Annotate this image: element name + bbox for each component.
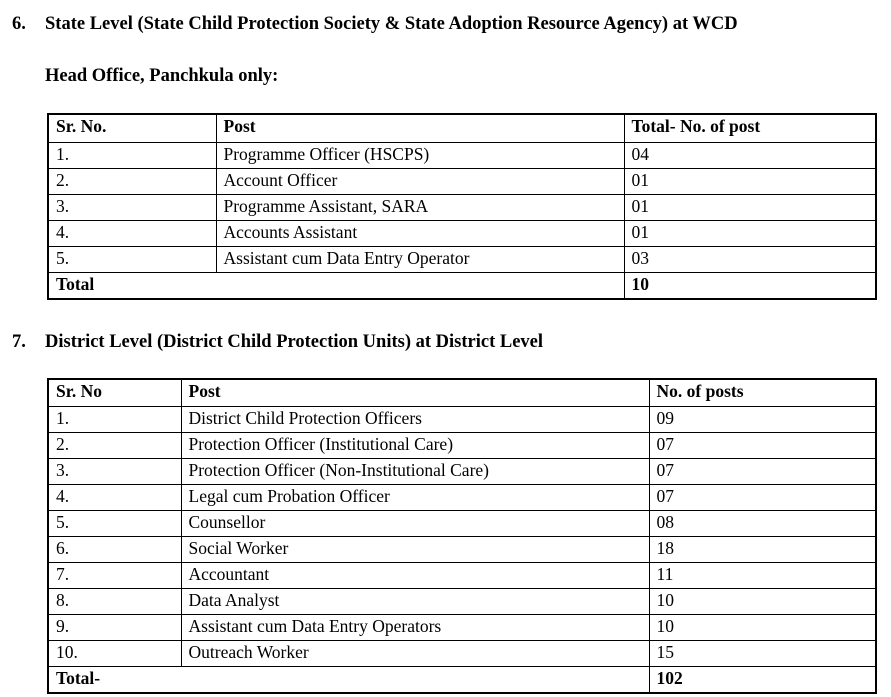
sr-no-cell: 4. xyxy=(47,219,217,247)
section-6-number: 6. xyxy=(12,14,26,34)
table-row: 8. Data Analyst 10 xyxy=(47,588,877,615)
sr-no-cell: 5. xyxy=(47,245,217,273)
sr-no-cell: 8. xyxy=(47,588,182,615)
post-cell: Programme Officer (HSCPS) xyxy=(215,141,625,169)
count-cell: 18 xyxy=(648,536,877,563)
post-cell: Protection Officer (Institutional Care) xyxy=(180,432,650,459)
post-cell: Legal cum Probation Officer xyxy=(180,484,650,511)
post-cell: Programme Assistant, SARA xyxy=(215,193,625,221)
count-cell: 07 xyxy=(648,484,877,511)
post-cell: Outreach Worker xyxy=(180,640,650,667)
count-cell: 01 xyxy=(623,167,877,195)
section-6-heading-text: State Level (State Child Protection Soci… xyxy=(45,14,738,34)
sr-no-cell: 2. xyxy=(47,432,182,459)
count-cell: 01 xyxy=(623,193,877,221)
section-6-heading-line2: Head Office, Panchkula only: xyxy=(0,64,891,88)
sr-no-cell: 1. xyxy=(47,141,217,169)
post-cell: Assistant cum Data Entry Operators xyxy=(180,614,650,641)
header-no-of-posts: No. of posts xyxy=(648,378,877,407)
post-cell: Counsellor xyxy=(180,510,650,537)
count-cell: 07 xyxy=(648,432,877,459)
post-cell: Protection Officer (Non-Institutional Ca… xyxy=(180,458,650,485)
section-7-heading-text: District Level (District Child Protectio… xyxy=(45,331,544,352)
sr-no-cell: 3. xyxy=(47,458,182,485)
count-cell: 01 xyxy=(623,219,877,247)
table-row: 3. Programme Assistant, SARA 01 xyxy=(47,193,877,221)
table-row: 10. Outreach Worker 15 xyxy=(47,640,877,667)
total-row: Total- 102 xyxy=(47,666,877,694)
post-cell: District Child Protection Officers xyxy=(180,406,650,433)
sr-no-cell: 5. xyxy=(47,510,182,537)
section-7-heading: 7. District Level (District Child Protec… xyxy=(0,330,891,354)
table-row: 3. Protection Officer (Non-Institutional… xyxy=(47,458,877,485)
section-7-number: 7. xyxy=(12,331,26,352)
header-post: Post xyxy=(180,378,650,407)
header-sr-no: Sr. No. xyxy=(47,113,217,143)
table-row: 5. Assistant cum Data Entry Operator 03 xyxy=(47,245,877,273)
sr-no-cell: 7. xyxy=(47,562,182,589)
count-cell: 03 xyxy=(623,245,877,273)
table-header-row: Sr. No. Post Total- No. of post xyxy=(47,113,877,143)
post-cell: Assistant cum Data Entry Operator xyxy=(215,245,625,273)
header-post: Post xyxy=(215,113,625,143)
state-level-posts-table: Sr. No. Post Total- No. of post 1. Progr… xyxy=(47,113,877,300)
total-value-cell: 102 xyxy=(648,666,877,694)
count-cell: 10 xyxy=(648,588,877,615)
header-total-no-of-post: Total- No. of post xyxy=(623,113,877,143)
count-cell: 10 xyxy=(648,614,877,641)
table-row: 1. Programme Officer (HSCPS) 04 xyxy=(47,141,877,169)
sr-no-cell: 2. xyxy=(47,167,217,195)
total-label-cell: Total xyxy=(47,271,625,299)
table-row: 1. District Child Protection Officers 09 xyxy=(47,406,877,433)
section-6-heading-text2: Head Office, Panchkula only: xyxy=(45,66,279,86)
header-sr-no: Sr. No xyxy=(47,378,182,407)
count-cell: 08 xyxy=(648,510,877,537)
post-cell: Accounts Assistant xyxy=(215,219,625,247)
total-label-cell: Total- xyxy=(47,666,650,694)
table-row: 5. Counsellor 08 xyxy=(47,510,877,537)
table-row: 7. Accountant 11 xyxy=(47,562,877,589)
post-cell: Social Worker xyxy=(180,536,650,563)
count-cell: 07 xyxy=(648,458,877,485)
sr-no-cell: 4. xyxy=(47,484,182,511)
table-row: 4. Legal cum Probation Officer 07 xyxy=(47,484,877,511)
district-level-posts-table: Sr. No Post No. of posts 1. District Chi… xyxy=(47,377,877,694)
count-cell: 09 xyxy=(648,406,877,433)
sr-no-cell: 3. xyxy=(47,193,217,221)
total-row: Total 10 xyxy=(47,271,877,299)
table-row: 2. Account Officer 01 xyxy=(47,167,877,195)
table-row: 2. Protection Officer (Institutional Car… xyxy=(47,432,877,459)
count-cell: 15 xyxy=(648,640,877,667)
count-cell: 11 xyxy=(648,562,877,589)
sr-no-cell: 9. xyxy=(47,614,182,641)
post-cell: Accountant xyxy=(180,562,650,589)
table-row: 9. Assistant cum Data Entry Operators 10 xyxy=(47,614,877,641)
table-header-row: Sr. No Post No. of posts xyxy=(47,378,877,407)
table-row: 4. Accounts Assistant 01 xyxy=(47,219,877,247)
sr-no-cell: 1. xyxy=(47,406,182,433)
total-value-cell: 10 xyxy=(623,271,877,299)
sr-no-cell: 10. xyxy=(47,640,182,667)
sr-no-cell: 6. xyxy=(47,536,182,563)
post-cell: Data Analyst xyxy=(180,588,650,615)
table-row: 6. Social Worker 18 xyxy=(47,536,877,563)
post-cell: Account Officer xyxy=(215,167,625,195)
count-cell: 04 xyxy=(623,141,877,169)
section-6-heading-line1: 6. State Level (State Child Protection S… xyxy=(0,12,891,36)
